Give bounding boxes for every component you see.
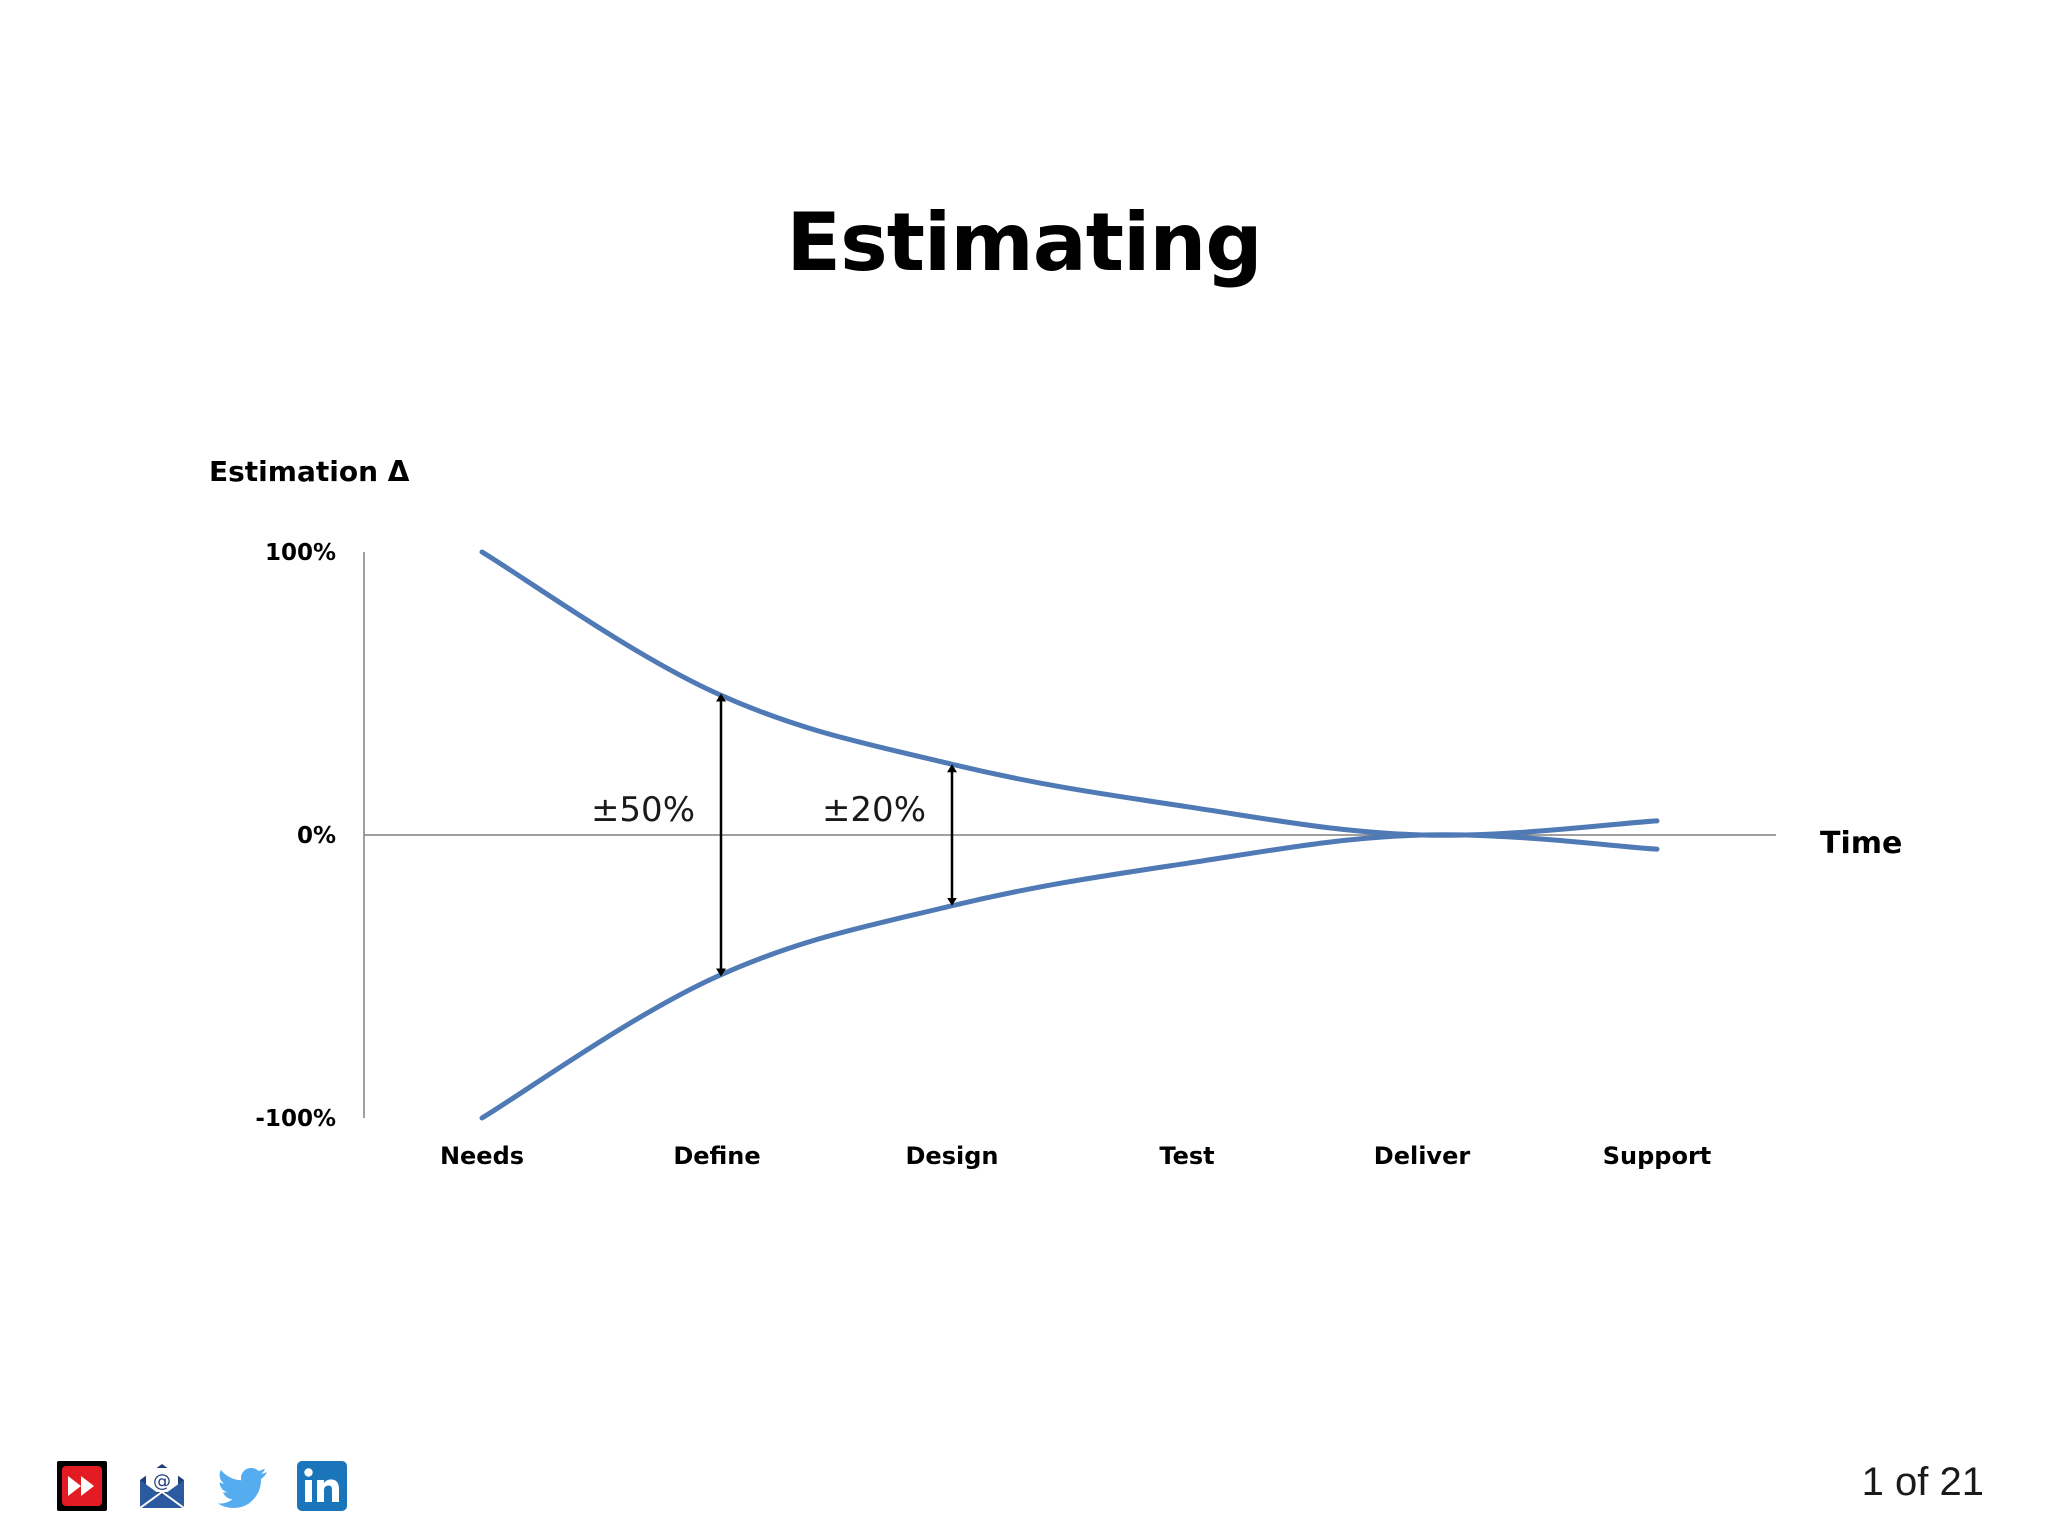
page-counter: 1 of 21: [1861, 1460, 1984, 1504]
range-label: ±20%: [822, 790, 926, 830]
y-tick-label: 0%: [297, 823, 336, 849]
slide-title: Estimating: [786, 196, 1262, 289]
linkedin-icon[interactable]: [296, 1460, 348, 1512]
email-icon[interactable]: @: [136, 1460, 188, 1512]
footer-icons: @: [56, 1460, 348, 1512]
x-tick-label: Needs: [440, 1142, 524, 1170]
twitter-icon[interactable]: [216, 1460, 268, 1512]
x-tick-label: Test: [1159, 1142, 1214, 1170]
svg-text:@: @: [153, 1471, 171, 1492]
range-label: ±50%: [591, 790, 695, 830]
fast-forward-icon[interactable]: [56, 1460, 108, 1512]
x-tick-label: Support: [1603, 1142, 1712, 1170]
x-tick-label: Design: [906, 1142, 999, 1170]
lower-estimate-curve: [479, 832, 1660, 1121]
y-axis-label: Estimation Δ: [209, 455, 410, 488]
y-tick-label: 100%: [265, 540, 336, 566]
x-axis-label: Time: [1820, 826, 1902, 861]
y-tick-label: -100%: [255, 1106, 336, 1132]
x-tick-label: Deliver: [1374, 1142, 1471, 1170]
x-tick-label: Define: [673, 1142, 760, 1170]
